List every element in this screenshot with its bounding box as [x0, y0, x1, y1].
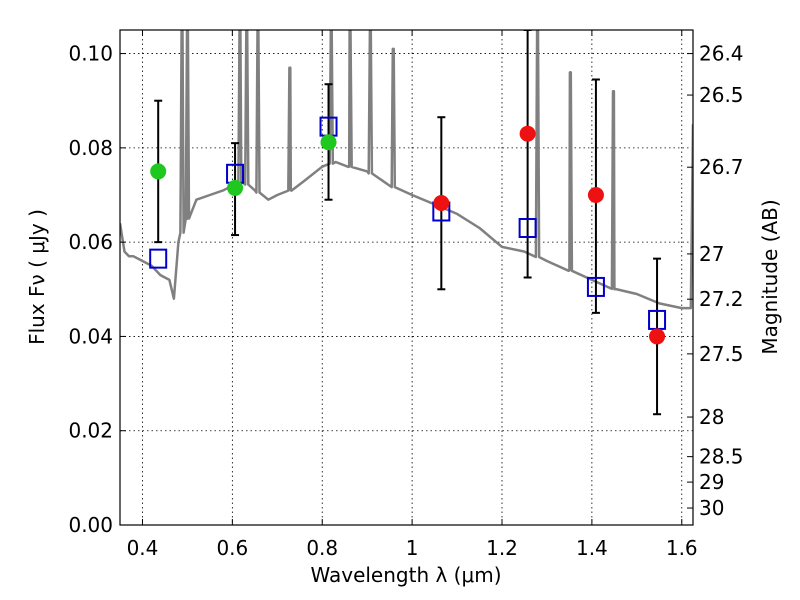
right-tick-label: 26.4	[699, 42, 744, 66]
y-tick-label: 0.06	[68, 230, 113, 254]
marker-layer	[149, 116, 667, 345]
plot-frame	[119, 29, 694, 526]
x-tick-label: 0.6	[216, 536, 248, 560]
y-axis-right-label: Magnitude (AB)	[758, 199, 782, 354]
observed-point-red	[519, 125, 536, 142]
observed-point-red	[433, 195, 450, 212]
spectrum-line	[120, 30, 693, 310]
right-tick-label: 27	[699, 242, 724, 266]
grid-layer	[120, 30, 693, 526]
tick-layer: 0.4 0.6 0.8 1 1.2 1.4 1.6 0.00 0.02 0.04 0.06 0.08 0…	[68, 30, 744, 560]
x-axis-label: Wavelength λ (μm)	[310, 563, 501, 587]
observed-point-green	[320, 134, 337, 151]
observed-point-green	[150, 163, 167, 180]
x-tick-label: 0.8	[306, 536, 338, 560]
right-tick-label: 28.5	[699, 445, 744, 469]
right-tick-label: 26.7	[699, 155, 744, 179]
y-tick-label: 0.08	[68, 136, 113, 160]
observed-point-green	[227, 179, 244, 196]
right-tick-label: 26.5	[699, 83, 744, 107]
x-tick-label: 1.6	[666, 536, 698, 560]
y-tick-label: 0.00	[68, 513, 113, 537]
right-tick-label: 27.2	[699, 287, 744, 311]
x-tick-label: 0.4	[127, 536, 159, 560]
errorbar-layer	[154, 30, 662, 416]
y-tick-label: 0.04	[68, 324, 113, 348]
right-tick-label: 28	[699, 405, 724, 429]
x-tick-label: 1.2	[486, 536, 518, 560]
model-point	[586, 276, 605, 297]
right-tick-label: 30	[699, 496, 724, 520]
spectrum-layer	[120, 30, 693, 310]
x-tick-label: 1	[406, 536, 419, 560]
y-tick-label: 0.02	[68, 419, 113, 443]
right-tick-label: 27.5	[699, 342, 744, 366]
y-tick-label: 0.10	[68, 42, 113, 66]
right-tick-label: 29	[699, 470, 724, 494]
model-point	[149, 248, 168, 269]
model-point	[518, 218, 537, 238]
observed-point-red	[649, 328, 666, 345]
x-tick-label: 1.4	[576, 536, 608, 560]
observed-point-red	[587, 187, 604, 203]
y-axis-label: Flux Fν ( μJy )	[25, 209, 49, 345]
